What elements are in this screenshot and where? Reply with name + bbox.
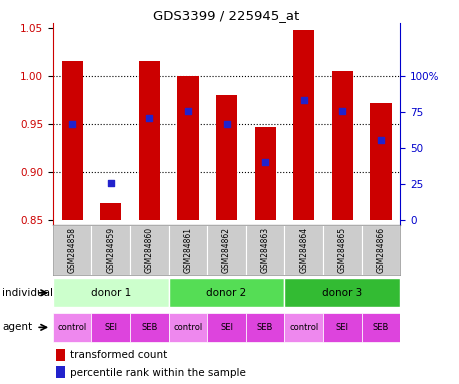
- Text: GSM284865: GSM284865: [337, 227, 346, 273]
- Text: agent: agent: [2, 322, 32, 333]
- Bar: [53, 278, 168, 308]
- Bar: [361, 313, 399, 342]
- Bar: [100, 203, 121, 220]
- Bar: [245, 313, 284, 342]
- Bar: [53, 313, 91, 342]
- Bar: [62, 61, 83, 220]
- Text: GSM284866: GSM284866: [375, 227, 385, 273]
- Bar: [322, 313, 361, 342]
- Text: GSM284863: GSM284863: [260, 227, 269, 273]
- Point: [338, 108, 345, 114]
- Point: [299, 97, 307, 103]
- Bar: [369, 103, 391, 220]
- Bar: [245, 225, 284, 275]
- Bar: [168, 313, 207, 342]
- Bar: [207, 313, 245, 342]
- Bar: [56, 366, 65, 379]
- Point: [376, 137, 384, 143]
- Point: [222, 121, 230, 127]
- Text: control: control: [288, 323, 318, 332]
- Text: donor 3: donor 3: [321, 288, 362, 298]
- Point: [68, 121, 76, 127]
- Bar: [361, 225, 399, 275]
- Bar: [177, 76, 198, 220]
- Text: GSM284862: GSM284862: [222, 227, 230, 273]
- Bar: [130, 225, 168, 275]
- Bar: [331, 71, 352, 220]
- Bar: [215, 95, 237, 220]
- Bar: [130, 313, 168, 342]
- Point: [184, 108, 191, 114]
- Bar: [254, 127, 275, 220]
- Bar: [168, 225, 207, 275]
- Bar: [284, 313, 322, 342]
- Bar: [284, 225, 322, 275]
- Bar: [91, 225, 130, 275]
- Text: SEB: SEB: [257, 323, 273, 332]
- Text: donor 1: donor 1: [90, 288, 131, 298]
- Bar: [56, 349, 65, 361]
- Text: SEI: SEI: [219, 323, 233, 332]
- Text: transformed count: transformed count: [70, 350, 167, 360]
- Bar: [284, 278, 399, 308]
- Text: control: control: [173, 323, 202, 332]
- Point: [107, 180, 114, 187]
- Text: SEB: SEB: [372, 323, 388, 332]
- Text: percentile rank within the sample: percentile rank within the sample: [70, 367, 246, 377]
- Bar: [168, 278, 284, 308]
- Point: [146, 115, 153, 121]
- Text: GSM284864: GSM284864: [298, 227, 308, 273]
- Text: SEB: SEB: [141, 323, 157, 332]
- Bar: [292, 30, 313, 220]
- Text: GSM284860: GSM284860: [145, 227, 154, 273]
- Text: control: control: [57, 323, 87, 332]
- Bar: [53, 225, 91, 275]
- Bar: [322, 225, 361, 275]
- Text: SEI: SEI: [335, 323, 348, 332]
- Text: GSM284858: GSM284858: [67, 227, 77, 273]
- Bar: [91, 313, 130, 342]
- Text: GSM284861: GSM284861: [183, 227, 192, 273]
- Bar: [139, 61, 160, 220]
- Title: GDS3399 / 225945_at: GDS3399 / 225945_at: [153, 9, 299, 22]
- Text: GSM284859: GSM284859: [106, 227, 115, 273]
- Point: [261, 159, 268, 166]
- Text: SEI: SEI: [104, 323, 117, 332]
- Text: donor 2: donor 2: [206, 288, 246, 298]
- Bar: [207, 225, 245, 275]
- Text: individual: individual: [2, 288, 53, 298]
